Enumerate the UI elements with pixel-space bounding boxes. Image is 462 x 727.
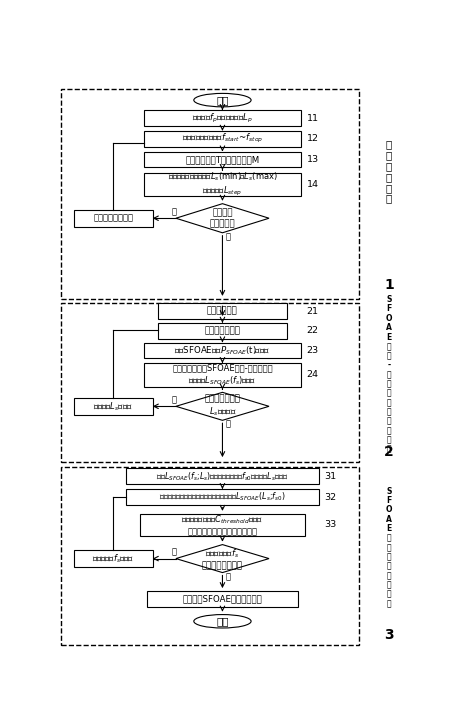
- Text: 否: 否: [171, 207, 176, 216]
- Polygon shape: [176, 204, 269, 233]
- Text: 开始下一$L_s$的测试: 开始下一$L_s$的测试: [93, 400, 133, 412]
- Text: 开始: 开始: [216, 95, 229, 105]
- Text: 重新设置测试参数: 重新设置测试参数: [93, 214, 133, 222]
- Polygon shape: [176, 393, 269, 420]
- Text: 参数设置
是否合理？: 参数设置 是否合理？: [210, 209, 235, 228]
- Text: 测
试
参
数
设
置: 测 试 参 数 设 置: [386, 140, 392, 204]
- Text: 是: 是: [226, 572, 231, 581]
- Text: 回采信号的采集: 回采信号的采集: [205, 326, 240, 335]
- Bar: [144, 342, 301, 358]
- Text: 确定频率$f_p$与刺激声强度$L_p$: 确定频率$f_p$与刺激声强度$L_p$: [192, 111, 253, 124]
- Text: 时域SFOAE信号$P_{SFOAE}$(t)的提取: 时域SFOAE信号$P_{SFOAE}$(t)的提取: [175, 344, 270, 356]
- Bar: [61, 467, 359, 645]
- Text: 确定抑制声强度上下限$L_s$(min)、$L_s$(max)
与间隔步长$L_{step}$: 确定抑制声强度上下限$L_s$(min)、$L_s$(max) 与间隔步长$L_…: [168, 171, 277, 198]
- Bar: [140, 514, 305, 537]
- Text: 否: 否: [171, 547, 176, 556]
- Bar: [74, 210, 152, 227]
- Text: 确定抑制声扫频范围$f_{start}$~$f_{stop}$: 确定抑制声扫频范围$f_{start}$~$f_{stop}$: [182, 132, 263, 145]
- Text: 测试声的施加: 测试声的施加: [207, 307, 238, 316]
- Bar: [144, 152, 301, 167]
- Text: 获得一条SFOAE抑制调谐曲线: 获得一条SFOAE抑制调谐曲线: [182, 595, 262, 603]
- Text: 31: 31: [324, 472, 337, 481]
- Bar: [158, 303, 287, 319]
- Bar: [61, 89, 359, 299]
- Text: S
F
O
A
E
强
度
-
抑
制
声
频
率
曲
线
获
得: S F O A E 强 度 - 抑 制 声 频 率 曲 线 获 得: [386, 295, 392, 454]
- Text: 21: 21: [307, 307, 319, 316]
- Text: 3: 3: [384, 627, 394, 642]
- Text: 是否测完所有的
$L_s$强度点？: 是否测完所有的 $L_s$强度点？: [205, 395, 240, 418]
- Text: 12: 12: [307, 134, 319, 143]
- Ellipse shape: [194, 93, 251, 107]
- Text: 2: 2: [384, 445, 394, 459]
- Text: 22: 22: [307, 326, 319, 335]
- Bar: [126, 489, 319, 505]
- Text: 是: 是: [226, 419, 231, 429]
- Text: 是: 是: [226, 232, 231, 241]
- Bar: [158, 323, 287, 339]
- Bar: [144, 364, 301, 387]
- Text: 24: 24: [307, 371, 319, 379]
- Text: 14: 14: [307, 180, 319, 189]
- Ellipse shape: [194, 614, 251, 628]
- Text: 时频分析与一条SFOAE强度-抑制声频率
关系曲线$L_{SFOAE}$($f_s$)的提取: 时频分析与一条SFOAE强度-抑制声频率 关系曲线$L_{SFOAE}$($f_…: [172, 364, 273, 387]
- Text: 23: 23: [307, 346, 319, 355]
- Bar: [74, 550, 152, 567]
- Text: 使用三次样条插值将离散点拟合为连续函数$L_{SFOAE}$($L_s$;$f_{s0}$): 使用三次样条插值将离散点拟合为连续函数$L_{SFOAE}$($L_s$;$f_…: [159, 491, 286, 503]
- Bar: [74, 398, 152, 414]
- Bar: [147, 591, 298, 607]
- Bar: [144, 131, 301, 147]
- Bar: [126, 468, 319, 484]
- Text: 是否对所有的$f_s$
进行了插值操作？: 是否对所有的$f_s$ 进行了插值操作？: [202, 547, 243, 570]
- Text: 结束: 结束: [216, 616, 229, 626]
- Text: 11: 11: [307, 113, 319, 123]
- Text: 开始下一个$f_s$的拟合: 开始下一个$f_s$的拟合: [92, 553, 134, 565]
- Text: 否: 否: [171, 395, 176, 404]
- Bar: [144, 111, 301, 126]
- Text: 33: 33: [324, 521, 337, 529]
- Text: 求函数与阈值准则$C_{threshold}$的交点
以获得抑制调谐曲线上的一个点: 求函数与阈值准则$C_{threshold}$的交点 以获得抑制调谐曲线上的一个…: [181, 513, 264, 537]
- Text: 32: 32: [324, 492, 337, 502]
- Bar: [144, 173, 301, 196]
- Text: 1: 1: [384, 278, 394, 292]
- Text: 确定扫频时长T和叠平均次数M: 确定扫频时长T和叠平均次数M: [185, 155, 260, 164]
- Bar: [61, 303, 359, 462]
- Text: S
F
O
A
E
抑
制
调
谐
曲
线
提
取: S F O A E 抑 制 调 谐 曲 线 提 取: [386, 487, 392, 608]
- Text: 取出$L_{SFOAE}$($f_s$;$L_s$)中某一抑制声频率$f_{s0}$下的一组$L_s$离散点: 取出$L_{SFOAE}$($f_s$;$L_s$)中某一抑制声频率$f_{s0…: [156, 470, 289, 483]
- Polygon shape: [176, 545, 269, 573]
- Text: 13: 13: [307, 155, 319, 164]
